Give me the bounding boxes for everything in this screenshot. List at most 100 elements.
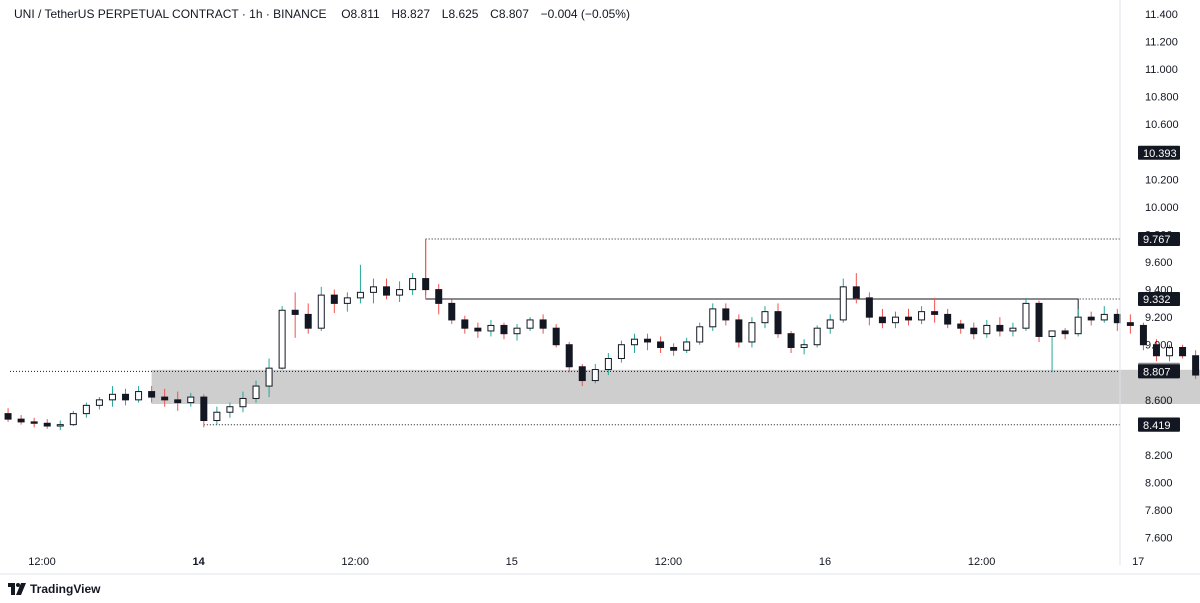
- zones-layer: [151, 369, 1200, 404]
- candle-body: [1139, 324, 1147, 346]
- candle-body: [461, 319, 469, 329]
- candle-body: [735, 319, 743, 343]
- candle: [839, 278, 847, 323]
- candle: [148, 386, 156, 403]
- candle: [226, 402, 234, 418]
- price-tag-bg: [1138, 364, 1180, 379]
- price-tick-label: 11.200: [1145, 37, 1178, 49]
- candle: [865, 292, 873, 326]
- candle-body: [970, 327, 978, 335]
- price-tag-label: 9.332: [1143, 294, 1171, 306]
- candle: [905, 308, 913, 326]
- candle: [409, 273, 417, 296]
- price-tick-label: 10.800: [1145, 92, 1179, 104]
- candle: [356, 264, 364, 304]
- candle: [82, 402, 90, 418]
- candle-body: [278, 309, 286, 369]
- candle-body: [683, 341, 691, 351]
- candle-body: [996, 324, 1004, 332]
- symbol-title: UNI / TetherUS PERPETUAL CONTRACT · 1h ·…: [14, 7, 327, 21]
- price-tick-label: 10.000: [1145, 202, 1179, 214]
- price-tag-bg: [1138, 291, 1180, 306]
- candle: [4, 408, 12, 422]
- candle: [213, 406, 221, 425]
- price-tag-bg: [1138, 417, 1180, 432]
- candle-body: [69, 413, 77, 426]
- candle-body: [30, 421, 38, 424]
- candle-body: [369, 286, 377, 293]
- low-value: 8.625: [448, 7, 479, 21]
- candle-body: [1126, 322, 1134, 326]
- candle-body: [1061, 330, 1069, 335]
- candle-body: [356, 291, 364, 299]
- candle: [996, 317, 1004, 337]
- candle-body: [187, 396, 195, 404]
- candle: [774, 303, 782, 338]
- candle: [578, 364, 586, 387]
- candle: [1009, 322, 1017, 337]
- candle: [891, 311, 899, 329]
- candle-body: [800, 344, 808, 348]
- candle: [813, 325, 821, 348]
- candle: [317, 286, 325, 331]
- candle-body: [1100, 313, 1108, 321]
- candle: [539, 314, 547, 334]
- candle-body: [813, 327, 821, 346]
- price-tag-label: 10.393: [1143, 148, 1177, 160]
- candle-body: [774, 311, 782, 335]
- candle-body: [213, 411, 221, 422]
- high-label: H: [391, 7, 401, 21]
- candle: [565, 341, 573, 373]
- price-tag-label: 8.807: [1143, 366, 1171, 378]
- price-tag-label: 8.419: [1143, 420, 1171, 432]
- candle: [330, 289, 338, 314]
- candle: [95, 397, 103, 410]
- candle-body: [252, 385, 260, 399]
- candle: [69, 410, 77, 427]
- price-tick-label: 11.400: [1145, 9, 1178, 21]
- candle: [604, 352, 612, 376]
- candle-body: [1179, 346, 1187, 357]
- candle: [748, 317, 756, 348]
- chart-header: UNI / TetherUS PERPETUAL CONTRACT · 1h ·…: [14, 7, 630, 21]
- candle-body: [383, 286, 391, 296]
- candle: [761, 306, 769, 329]
- candle: [500, 322, 508, 340]
- candle-body: [670, 346, 678, 351]
- candle-body: [148, 391, 156, 398]
- candle: [526, 317, 534, 331]
- candle: [383, 278, 391, 300]
- candle: [657, 336, 665, 353]
- price-tag-bg: [1138, 145, 1180, 160]
- candle: [1061, 328, 1069, 340]
- price-tick-label: 7.600: [1145, 533, 1173, 545]
- candle: [1179, 344, 1187, 359]
- candle-body: [839, 286, 847, 321]
- candle: [1035, 300, 1043, 342]
- candle: [56, 420, 64, 431]
- candle: [683, 337, 691, 353]
- time-axis[interactable]: 12:001412:001512:001612:001712:001812:00…: [0, 556, 1200, 575]
- price-tag: 9.767: [1138, 232, 1180, 247]
- candle: [787, 330, 795, 353]
- candle-body: [657, 341, 665, 348]
- price-axis[interactable]: 11.40011.20011.00010.80010.60010.40010.2…: [1119, 0, 1180, 565]
- candle-body: [578, 366, 586, 382]
- candles-layer: [4, 239, 1200, 431]
- high-value: 8.827: [400, 7, 431, 21]
- candle-body: [1192, 355, 1200, 376]
- candle-body: [95, 399, 103, 406]
- candle-body: [539, 319, 547, 329]
- candle-body: [291, 309, 299, 315]
- candle-body: [696, 326, 704, 343]
- candle: [1074, 308, 1082, 337]
- candle-body: [448, 302, 456, 321]
- price-tag: 8.419: [1138, 417, 1180, 432]
- price-tag: 8.807: [1138, 364, 1180, 379]
- candle-body: [1087, 316, 1095, 321]
- candle-body: [722, 308, 730, 321]
- candle: [343, 292, 351, 312]
- candle: [1022, 297, 1030, 331]
- price-tag: 9.332: [1138, 291, 1180, 306]
